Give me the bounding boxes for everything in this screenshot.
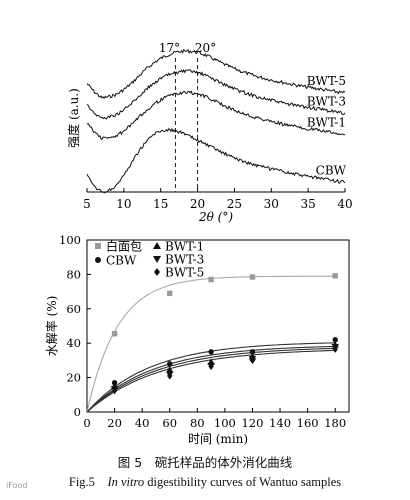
caption-en-rest: digestibility curves of Wantuo samples	[147, 475, 342, 489]
dig-legend-marker-triangle-up	[153, 242, 161, 249]
dig-point-diamond	[111, 386, 118, 395]
figure-caption-en: Fig.5 In vitro digestibility curves of W…	[0, 475, 410, 490]
dig-y-tick-label: 40	[66, 336, 81, 350]
dig-legend-label: BWT-5	[165, 266, 204, 280]
dig-y-axis-label: 水解率 (%)	[44, 296, 59, 357]
xrd-x-tick-label: 30	[264, 197, 279, 211]
xrd-line-bwt-3	[86, 68, 346, 120]
dig-x-tick-label: 0	[83, 416, 90, 430]
xrd-x-axis-label: 2θ (°)	[198, 210, 233, 224]
dig-legend-label: BWT-1	[165, 240, 204, 254]
caption-en-italic: In vitro	[107, 475, 145, 489]
figure-caption-cn: 图 5 碗托样品的体外消化曲线	[117, 455, 293, 470]
dig-y-tick-label: 100	[59, 233, 81, 247]
xrd-x-tick-label: 25	[227, 197, 242, 211]
dig-x-axis-label: 时间 (min)	[188, 432, 248, 446]
dig-y-tick-label: 20	[66, 371, 81, 385]
xrd-line-bwt-5	[86, 48, 346, 100]
dig-point-square	[167, 290, 173, 297]
caption-en-prefix: Fig.5	[68, 475, 95, 489]
dig-point-diamond	[249, 356, 256, 365]
dig-y-tick-label: 0	[74, 405, 81, 419]
dig-x-tick-label: 80	[190, 416, 205, 430]
dig-point-circle	[167, 361, 173, 367]
dig-point-square	[208, 276, 214, 283]
dig-x-tick-label: 140	[269, 416, 291, 430]
dig-legend-label: CBW	[106, 254, 137, 268]
dig-point-diamond	[167, 372, 173, 380]
xrd-chart: 5 10 15 20 25 30 35 40 2θ (°) 强度 (a.u.) 17° 20° BWT-…	[66, 41, 353, 224]
dig-fit-curve	[86, 347, 336, 413]
dig-legend-label: 白面包	[106, 239, 142, 254]
xrd-series-label-bwt-5: BWT-5	[307, 74, 346, 88]
xrd-series-label-bwt-1: BWT-1	[307, 116, 346, 130]
dig-x-tick-label: 100	[214, 416, 236, 430]
dig-legend-marker-triangle-down	[153, 256, 161, 263]
dig-legend-marker-square	[95, 243, 101, 249]
dig-point-square	[332, 273, 338, 279]
xrd-series-label-cbw: CBW	[316, 163, 347, 177]
dig-point-circle	[332, 337, 338, 343]
dig-x-tick-label: 160	[297, 416, 319, 430]
xrd-x-tick-label: 10	[116, 197, 131, 211]
xrd-x-tick-label: 15	[153, 197, 168, 211]
xrd-peak-annotation: 20°	[195, 41, 216, 55]
dig-point-circle	[249, 349, 256, 355]
xrd-x-tick-label: 20	[190, 197, 205, 211]
dig-x-tick-label: 180	[324, 416, 346, 430]
dig-legend-marker-diamond	[154, 268, 160, 276]
dig-x-tick-label: 20	[107, 416, 122, 430]
dig-y-tick-label: 80	[66, 267, 81, 281]
dig-point-square	[249, 274, 256, 280]
xrd-x-tick-label: 5	[83, 197, 91, 211]
dig-y-tick-label: 60	[66, 302, 81, 316]
watermark-logo: iFood	[6, 481, 28, 490]
xrd-line-bwt-1	[86, 90, 346, 141]
dig-point-square	[111, 331, 118, 337]
xrd-peak-annotation: 17°	[159, 41, 180, 55]
xrd-x-tick-label: 40	[337, 197, 352, 211]
dig-fit-curve	[86, 345, 336, 413]
dig-x-tick-label: 40	[135, 416, 150, 430]
xrd-y-axis-label: 强度 (a.u.)	[66, 88, 81, 148]
dig-point-diamond	[332, 345, 338, 353]
xrd-x-tick-label: 35	[301, 197, 316, 211]
dig-x-tick-label: 60	[162, 416, 177, 430]
dig-point-circle	[208, 349, 214, 355]
digestibility-chart: 0 20 40 60 80 100 120 140 160 180 0 20 40 60 80 100 时间 (…	[44, 233, 350, 446]
xrd-line-cbw	[86, 127, 346, 194]
dig-legend-marker-circle	[95, 257, 101, 263]
figure-canvas: 5 10 15 20 25 30 35 40 2θ (°) 强度 (a.u.) 17° 20° BWT-…	[44, 41, 353, 446]
dig-point-diamond	[208, 362, 214, 371]
dig-x-tick-label: 120	[241, 416, 263, 430]
dig-legend-label: BWT-3	[165, 253, 204, 267]
xrd-series-label-bwt-3: BWT-3	[307, 94, 346, 108]
dig-point-triangle-up	[166, 366, 174, 373]
dig-plot-frame	[86, 239, 350, 413]
